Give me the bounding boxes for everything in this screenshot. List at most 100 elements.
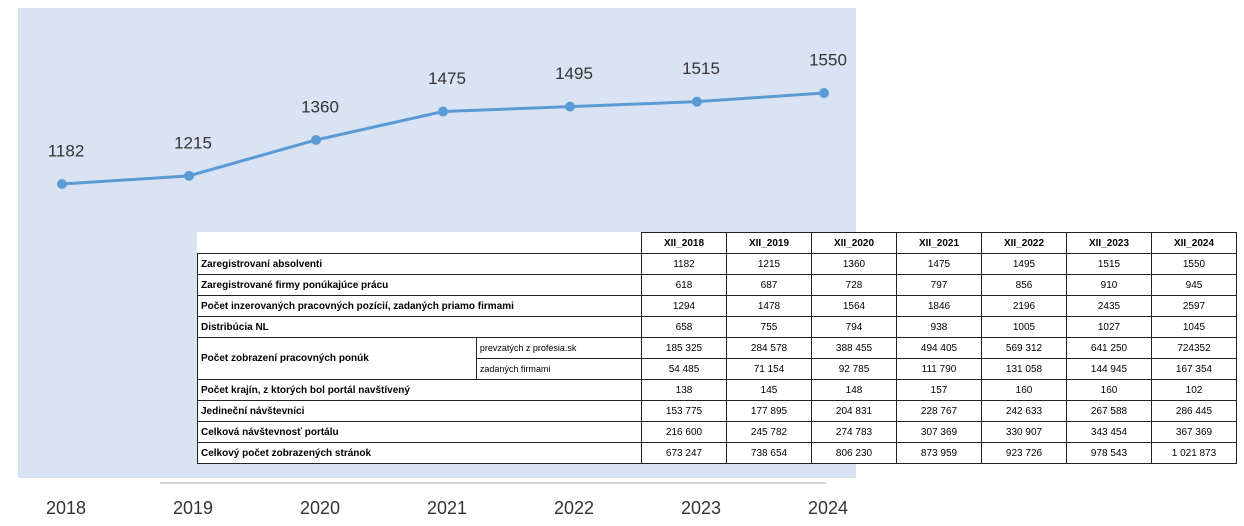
x-tick-label: 2019: [173, 498, 213, 518]
row-label: Počet krajín, z ktorých bol portál navšt…: [197, 379, 642, 401]
cell: 794: [811, 316, 897, 338]
cell: 1846: [896, 295, 982, 317]
cell: 367 369: [1151, 421, 1237, 443]
cell: 618: [641, 274, 727, 296]
x-tick-label: 2020: [300, 498, 340, 518]
column-header: XII_2024: [1151, 232, 1237, 254]
table-row: Počet krajín, z ktorých bol portál navšt…: [197, 379, 1237, 401]
cell: 1045: [1151, 316, 1237, 338]
x-tick-label: 2021: [427, 498, 467, 518]
cell: 1294: [641, 295, 727, 317]
cell: 658: [641, 316, 727, 338]
x-tick-label: 2024: [808, 498, 848, 518]
data-label: 1495: [555, 64, 593, 83]
table-row: Distribúcia NL 658 755 794 938 1005 1027 1045: [197, 316, 1237, 338]
cell: 148: [811, 379, 897, 401]
cell: 330 907: [981, 421, 1067, 443]
data-label: 1360: [301, 97, 339, 116]
cell: 673 247: [641, 442, 727, 464]
cell: 1550: [1151, 253, 1237, 275]
table-row: Celková návštevnosť portálu 216 600 245 78…: [197, 421, 1237, 443]
cell: 978 543: [1066, 442, 1152, 464]
row-label: Jedineční návštevníci: [197, 400, 642, 422]
cell: 873 959: [896, 442, 982, 464]
cell: 111 790: [896, 358, 982, 380]
cell: 938: [896, 316, 982, 338]
cell: 102: [1151, 379, 1237, 401]
cell: 1495: [981, 253, 1067, 275]
header-row: XII_2018 XII_2019 XII_2020 XII_2021 XII_2022…: [197, 232, 1237, 254]
cell: 755: [726, 316, 812, 338]
cell: 923 726: [981, 442, 1067, 464]
cell: 92 785: [811, 358, 897, 380]
cell: 806 230: [811, 442, 897, 464]
table-row: Zaregistrovaní absolventi 1182 1215 1360 147…: [197, 253, 1237, 275]
point: [438, 106, 448, 117]
row-label: Zaregistrovaní absolventi: [197, 253, 642, 275]
row-label: Zaregistrované firmy ponúkajúce prácu: [197, 274, 642, 296]
table-row: Jedineční návštevníci 153 775 177 895 204 8…: [197, 400, 1237, 422]
cell: 2196: [981, 295, 1067, 317]
cell: 494 405: [896, 337, 982, 359]
cell: 1027: [1066, 316, 1152, 338]
point: [184, 170, 194, 181]
cell: 569 312: [981, 337, 1067, 359]
cell: 1360: [811, 253, 897, 275]
table-row: Zaregistrované firmy ponúkajúce prácu 618…: [197, 274, 1237, 296]
x-tick-label: 2022: [554, 498, 594, 518]
cell: 856: [981, 274, 1067, 296]
cell: 131 058: [981, 358, 1067, 380]
cell: 910: [1066, 274, 1152, 296]
column-header: XII_2022: [981, 232, 1067, 254]
cell: 2435: [1066, 295, 1152, 317]
cell: 160: [981, 379, 1067, 401]
table-body: Zaregistrovaní absolventi 1182 1215 1360 147…: [197, 253, 1237, 464]
cell: 2597: [1151, 295, 1237, 317]
cell: 1564: [811, 295, 897, 317]
cell: 1215: [726, 253, 812, 275]
cell: 242 633: [981, 400, 1067, 422]
sub-label: prevzatých z profesia.sk: [475, 337, 643, 359]
cell: 216 600: [641, 421, 727, 443]
cell: 267 588: [1066, 400, 1152, 422]
data-label: 1550: [809, 50, 847, 69]
row-label: Počet zobrazení pracovných ponúk: [197, 337, 477, 380]
cell: 1 021 873: [1151, 442, 1237, 464]
cell: 153 775: [641, 400, 727, 422]
cell: 728: [811, 274, 897, 296]
row-label: Celková návštevnosť portálu: [197, 421, 642, 443]
cell: 185 325: [641, 337, 727, 359]
row-label: Distribúcia NL: [197, 316, 642, 338]
cell: 160: [1066, 379, 1152, 401]
data-label: 1475: [428, 69, 466, 88]
data-label: 1515: [682, 59, 720, 78]
cell: 71 154: [726, 358, 812, 380]
point: [692, 96, 702, 107]
cell: 284 578: [726, 337, 812, 359]
cell: 724352: [1151, 337, 1237, 359]
point: [57, 179, 67, 189]
cell: 177 895: [726, 400, 812, 422]
cell: 1515: [1066, 253, 1152, 275]
cell: 1182: [641, 253, 727, 275]
cell: 157: [896, 379, 982, 401]
cell: 167 354: [1151, 358, 1237, 380]
cell: 286 445: [1151, 400, 1237, 422]
row-label: Celkový počet zobrazených stránok: [197, 442, 642, 464]
cell: 204 831: [811, 400, 897, 422]
column-header: XII_2018: [641, 232, 727, 254]
cell: 343 454: [1066, 421, 1152, 443]
sub-label: zadaných firmami: [475, 358, 643, 380]
cell: 945: [1151, 274, 1237, 296]
data-table: XII_2018 XII_2019 XII_2020 XII_2021 XII_2022…: [197, 232, 1237, 464]
cell: 144 945: [1066, 358, 1152, 380]
table-row: Počet inzerovaných pracovných pozícií, z…: [197, 295, 1237, 317]
row-label: Počet inzerovaných pracovných pozícií, z…: [197, 295, 642, 317]
data-label: 1182: [48, 141, 85, 160]
cell: 54 485: [641, 358, 727, 380]
column-header: XII_2023: [1066, 232, 1152, 254]
cell: 1475: [896, 253, 982, 275]
cell: 641 250: [1066, 337, 1152, 359]
point: [311, 134, 321, 145]
